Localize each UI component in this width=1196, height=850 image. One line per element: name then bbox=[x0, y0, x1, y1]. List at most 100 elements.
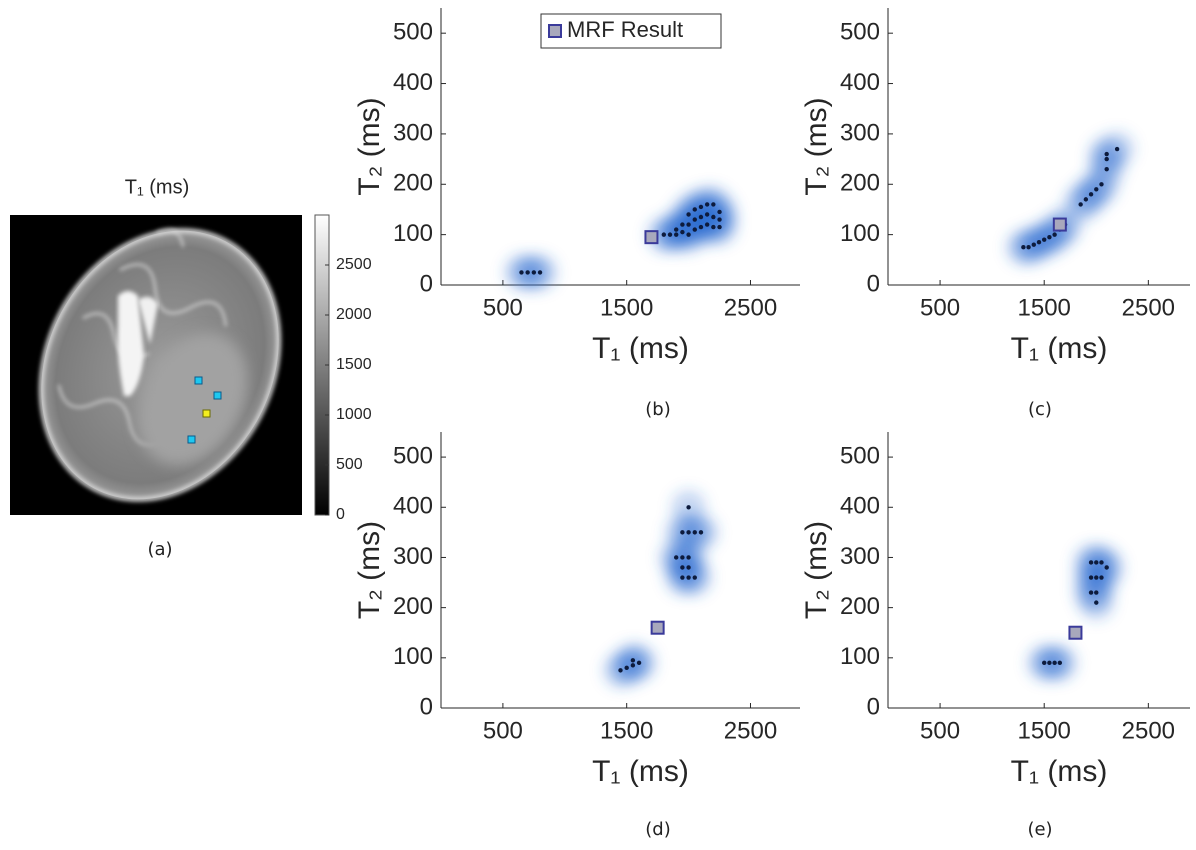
x-tick-label: 2500 bbox=[1122, 717, 1175, 744]
data-point bbox=[680, 565, 684, 569]
y-tick-label: 0 bbox=[420, 693, 433, 720]
data-point bbox=[674, 227, 678, 231]
legend-marker bbox=[549, 25, 561, 37]
data-point bbox=[624, 666, 628, 670]
x-axis-label: T₁ (ms) bbox=[592, 332, 689, 365]
colorbar-tick-label: 0 bbox=[336, 506, 345, 523]
y-tick-label: 400 bbox=[393, 493, 433, 520]
data-point bbox=[711, 215, 715, 219]
data-point bbox=[525, 270, 529, 274]
data-point bbox=[1094, 187, 1098, 191]
data-point bbox=[699, 530, 703, 534]
data-point bbox=[680, 575, 684, 579]
data-point bbox=[1115, 147, 1119, 151]
data-point bbox=[1104, 152, 1108, 156]
data-point bbox=[680, 530, 684, 534]
data-point bbox=[693, 227, 697, 231]
data-point bbox=[1047, 661, 1051, 665]
data-point bbox=[1089, 590, 1093, 594]
colorbar-tick-label: 2500 bbox=[336, 256, 372, 273]
y-tick-label: 200 bbox=[840, 593, 880, 620]
data-point bbox=[1052, 232, 1056, 236]
data-point bbox=[686, 505, 690, 509]
data-point bbox=[1084, 197, 1088, 201]
data-point bbox=[674, 555, 678, 559]
data-point bbox=[705, 222, 709, 226]
data-point bbox=[705, 202, 709, 206]
data-point bbox=[637, 661, 641, 665]
y-tick-label: 100 bbox=[393, 220, 433, 247]
data-point bbox=[662, 232, 666, 236]
y-tick-label: 300 bbox=[840, 119, 880, 146]
colorbar-tick-label: 2000 bbox=[336, 306, 372, 323]
x-tick-label: 1500 bbox=[1018, 294, 1071, 321]
caption: (c) bbox=[1028, 399, 1052, 420]
x-tick-label: 500 bbox=[920, 294, 960, 321]
data-point bbox=[686, 555, 690, 559]
mrf-result bbox=[1054, 219, 1066, 231]
legend-label: MRF Result bbox=[567, 17, 683, 42]
data-point bbox=[674, 232, 678, 236]
data-point bbox=[686, 232, 690, 236]
x-axis-label: T₁ (ms) bbox=[592, 755, 689, 788]
x-tick-label: 500 bbox=[483, 294, 523, 321]
data-point bbox=[668, 232, 672, 236]
data-point bbox=[1104, 157, 1108, 161]
colorbar-tick-label: 1000 bbox=[336, 406, 372, 423]
y-tick-label: 100 bbox=[840, 643, 880, 670]
y-tick-label: 400 bbox=[840, 493, 880, 520]
data-point bbox=[1094, 590, 1098, 594]
data-point bbox=[1042, 237, 1046, 241]
y-tick-label: 300 bbox=[840, 543, 880, 570]
x-tick-label: 1500 bbox=[600, 717, 653, 744]
data-point bbox=[1058, 661, 1062, 665]
y-tick-label: 300 bbox=[393, 543, 433, 570]
data-point bbox=[631, 658, 635, 662]
data-point bbox=[693, 575, 697, 579]
x-tick-label: 2500 bbox=[724, 717, 777, 744]
y-tick-label: 200 bbox=[393, 170, 433, 197]
data-point bbox=[519, 270, 523, 274]
y-tick-label: 0 bbox=[867, 693, 880, 720]
data-point bbox=[717, 210, 721, 214]
mrf-result bbox=[652, 622, 664, 634]
caption: (a) bbox=[147, 539, 172, 560]
data-point bbox=[1089, 192, 1093, 196]
data-point bbox=[680, 222, 684, 226]
data-point bbox=[1094, 560, 1098, 564]
y-tick-label: 100 bbox=[840, 220, 880, 247]
x-axis-label: T₁ (ms) bbox=[1011, 755, 1108, 788]
y-axis-label: T₂ (ms) bbox=[800, 521, 833, 619]
x-tick-label: 1500 bbox=[1018, 717, 1071, 744]
data-point bbox=[1032, 243, 1036, 247]
data-point bbox=[1047, 235, 1051, 239]
data-point bbox=[705, 212, 709, 216]
data-point bbox=[717, 225, 721, 229]
y-tick-label: 500 bbox=[840, 442, 880, 469]
data-point bbox=[538, 270, 542, 274]
data-point bbox=[680, 230, 684, 234]
data-point bbox=[717, 217, 721, 221]
data-point bbox=[699, 215, 703, 219]
figure: T₁ (ms)(a)050010001500200025000100200300… bbox=[0, 0, 1196, 850]
data-point bbox=[1094, 575, 1098, 579]
data-point bbox=[693, 217, 697, 221]
density-halos bbox=[604, 490, 718, 687]
data-point bbox=[686, 575, 690, 579]
data-point bbox=[1089, 575, 1093, 579]
data-point bbox=[532, 270, 536, 274]
density-halos bbox=[1027, 545, 1123, 679]
mrf-result bbox=[645, 231, 657, 243]
data-point bbox=[1042, 661, 1046, 665]
data-point bbox=[1052, 661, 1056, 665]
data-point bbox=[1078, 202, 1082, 206]
x-tick-label: 500 bbox=[920, 717, 960, 744]
colorbar-tick-label: 500 bbox=[336, 456, 363, 473]
data-point bbox=[693, 207, 697, 211]
data-point bbox=[1094, 600, 1098, 604]
data-point bbox=[686, 530, 690, 534]
data-point bbox=[686, 212, 690, 216]
mri-image bbox=[0, 189, 325, 541]
data-point bbox=[1104, 565, 1108, 569]
y-tick-label: 200 bbox=[840, 170, 880, 197]
